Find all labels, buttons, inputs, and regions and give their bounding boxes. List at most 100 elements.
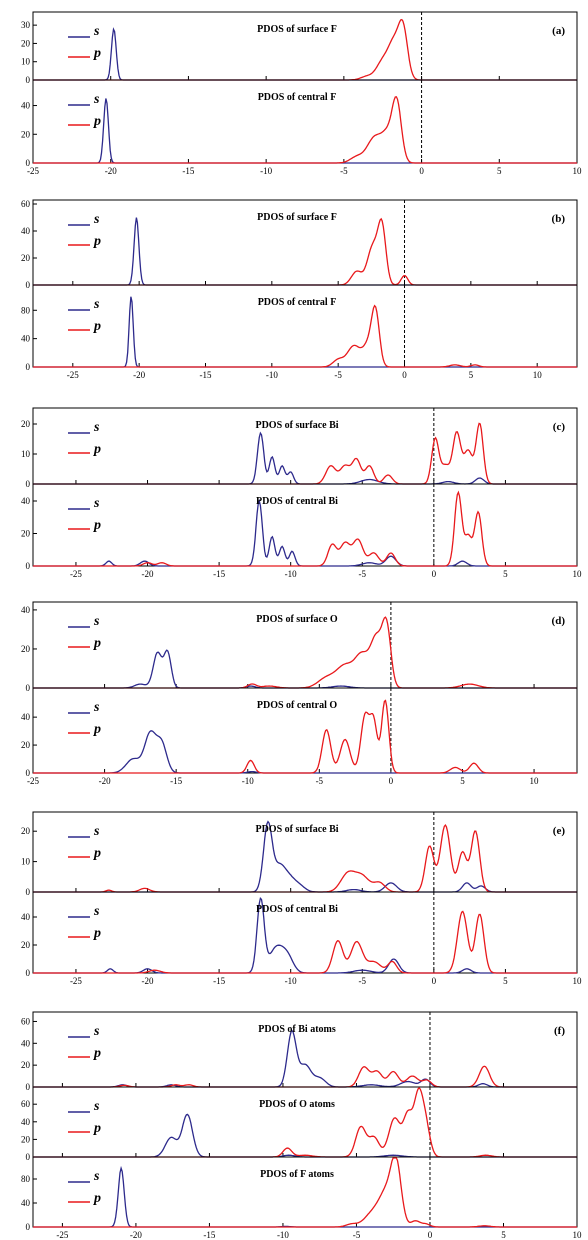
x-tick-label: -5: [340, 166, 348, 176]
p-orbital-curve: [33, 96, 577, 164]
x-tick-label: -15: [203, 1230, 215, 1240]
y-tick-label: 0: [26, 75, 31, 85]
legend-p-label: p: [93, 1046, 101, 1061]
legend-s-label: s: [93, 1169, 100, 1184]
x-tick-label: 5: [501, 1230, 506, 1240]
p-orbital-curve: [33, 823, 577, 893]
panel-title: PDOS of central F: [258, 297, 337, 308]
legend-s-label: s: [93, 904, 100, 919]
x-tick-label: 10: [530, 776, 540, 786]
panel-tag: (e): [553, 825, 566, 837]
subpanel: 0 20 40 60 PDOS of Bi atoms sp (f): [21, 1011, 578, 1092]
plot-frame: [32, 1156, 578, 1228]
y-tick-label: 20: [21, 529, 31, 539]
x-tick-label: -25: [27, 776, 39, 786]
y-tick-label: 40: [21, 101, 31, 111]
panel-tag: (b): [552, 213, 566, 225]
legend-s-label: s: [93, 1099, 100, 1114]
subpanel: 0 20 40 PDOS of central Bi sp: [21, 891, 578, 978]
x-tick-label: -5: [334, 370, 342, 380]
x-tick-label: -20: [133, 370, 145, 380]
x-tick-label: -20: [130, 1230, 142, 1240]
panel-title: PDOS of Bi atoms: [258, 1024, 336, 1035]
s-orbital-curve: [33, 649, 577, 689]
y-tick-label: 0: [26, 1082, 31, 1092]
subpanel: 0 10 20 PDOS of surface Bi sp (e): [21, 811, 578, 897]
legend-p-label: p: [93, 722, 101, 737]
y-tick-label: 0: [26, 768, 31, 778]
legend-s-label: s: [93, 420, 100, 435]
legend-p-label: p: [93, 442, 101, 457]
y-tick-label: 20: [21, 1134, 31, 1144]
x-tick-label: -5: [353, 1230, 361, 1240]
y-tick-label: 30: [21, 20, 31, 30]
legend-p-label: p: [93, 846, 101, 861]
y-tick-label: 60: [21, 1099, 31, 1109]
subpanel: 0 10 20 PDOS of surface Bi sp (c): [21, 407, 578, 489]
panel-title: PDOS of surface Bi: [255, 420, 338, 431]
x-tick-label: -10: [285, 976, 297, 986]
y-tick-label: 0: [26, 280, 31, 290]
x-tick-label: 0: [402, 370, 407, 380]
x-tick-label: -10: [277, 1230, 289, 1240]
s-orbital-curve: [33, 498, 577, 567]
x-tick-label: -10: [266, 370, 278, 380]
y-tick-label: 20: [21, 940, 31, 950]
x-tick-label: -15: [199, 370, 211, 380]
x-tick-label: -20: [142, 569, 154, 579]
x-tick-label: -25: [70, 976, 82, 986]
x-tick-label: 5: [469, 370, 474, 380]
y-tick-label: 10: [21, 57, 31, 67]
subpanel: 0 20 40 PDOS of central F sp: [21, 79, 578, 168]
x-tick-label: -15: [182, 166, 194, 176]
y-tick-label: 20: [21, 1060, 31, 1070]
panel-title: PDOS of F atoms: [260, 1169, 334, 1180]
y-tick-label: 40: [21, 1117, 31, 1127]
panel-title: PDOS of surface O: [256, 614, 338, 625]
p-orbital-curve: [33, 422, 577, 485]
panel-tag: (f): [554, 1025, 565, 1037]
p-orbital-curve: [33, 490, 577, 567]
x-tick-label: -15: [170, 776, 182, 786]
y-tick-label: 10: [21, 449, 31, 459]
x-tick-label: 5: [503, 976, 508, 986]
x-tick-label: 5: [497, 166, 502, 176]
subpanel: 0 40 80 PDOS of central F sp: [21, 284, 578, 372]
x-tick-label: 10: [573, 1230, 583, 1240]
y-tick-label: 40: [21, 226, 31, 236]
x-tick-label: -20: [142, 976, 154, 986]
x-tick-label: 0: [432, 976, 437, 986]
panel-tag: (a): [552, 25, 565, 37]
x-tick-label: 10: [573, 569, 583, 579]
x-tick-label: 5: [503, 569, 508, 579]
y-tick-label: 40: [21, 605, 31, 615]
x-tick-label: -10: [242, 776, 254, 786]
s-orbital-curve: [33, 730, 577, 774]
x-tick-label: 0: [389, 776, 394, 786]
panel-title: PDOS of surface Bi: [255, 824, 338, 835]
legend-s-label: s: [93, 297, 100, 312]
s-orbital-curve: [33, 217, 577, 286]
y-tick-label: 0: [26, 887, 31, 897]
p-orbital-curve: [33, 1157, 577, 1228]
y-tick-label: 0: [26, 968, 31, 978]
subpanel: 0 20 40 PDOS of surface O sp (d): [21, 601, 578, 693]
y-tick-label: 60: [21, 199, 31, 209]
y-tick-label: 0: [26, 1222, 31, 1232]
legend-s-label: s: [93, 212, 100, 227]
panel-title: PDOS of surface F: [257, 24, 337, 35]
y-tick-label: 40: [21, 912, 31, 922]
subpanel: 0 40 80 PDOS of F atoms sp: [21, 1156, 578, 1232]
plot-frame: [32, 1086, 578, 1158]
p-orbital-curve: [33, 699, 577, 774]
x-tick-label: -5: [359, 976, 367, 986]
x-tick-label: 0: [432, 569, 437, 579]
panel-title: PDOS of central F: [258, 92, 337, 103]
p-orbital-curve: [33, 616, 577, 689]
